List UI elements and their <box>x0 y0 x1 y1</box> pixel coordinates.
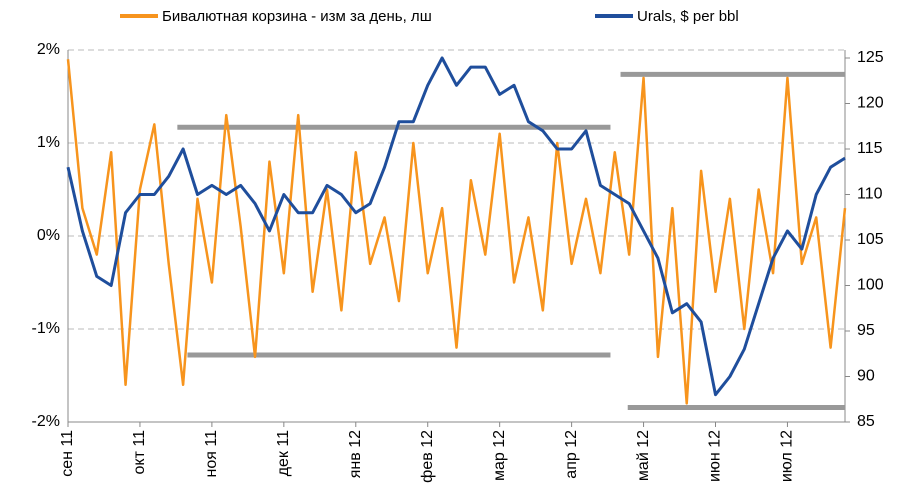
y-tick-label: 0% <box>37 227 60 244</box>
y2-tick-label: 105 <box>857 231 884 248</box>
y2-tick-label: 90 <box>857 368 875 385</box>
x-tick-label: июн 12 <box>707 430 724 482</box>
x-tick-label: ноя 11 <box>203 430 220 478</box>
y2-tick-label: 100 <box>857 277 884 294</box>
x-tick-label: апр 12 <box>563 430 580 479</box>
y2-tick-label: 110 <box>857 186 883 203</box>
x-tick-label: май 12 <box>635 430 652 481</box>
y2-tick-label: 125 <box>857 49 884 66</box>
x-tick-label: сен 11 <box>59 430 76 477</box>
y2-tick-label: 85 <box>857 413 875 430</box>
series-line <box>66 56 846 397</box>
legend-label: Urals, $ per bbl <box>637 8 739 25</box>
legend-label: Бивалютная корзина - изм за день, лш <box>162 8 432 25</box>
x-tick-label: мар 12 <box>491 430 508 481</box>
x-tick-label: янв 12 <box>347 430 364 478</box>
y2-tick-label: 115 <box>857 140 883 157</box>
x-tick-label: окт 11 <box>131 430 148 475</box>
series-line <box>66 59 847 405</box>
x-tick-label: дек 11 <box>275 430 292 476</box>
y-tick-label: 2% <box>37 41 60 58</box>
x-tick-label: июл 12 <box>779 430 796 482</box>
y-tick-label: -2% <box>32 413 60 430</box>
y2-tick-label: 120 <box>857 95 884 112</box>
y2-tick-label: 95 <box>857 322 875 339</box>
y-tick-label: 1% <box>37 134 60 151</box>
x-tick-label: фев 12 <box>419 430 436 483</box>
y-tick-label: -1% <box>32 320 60 337</box>
